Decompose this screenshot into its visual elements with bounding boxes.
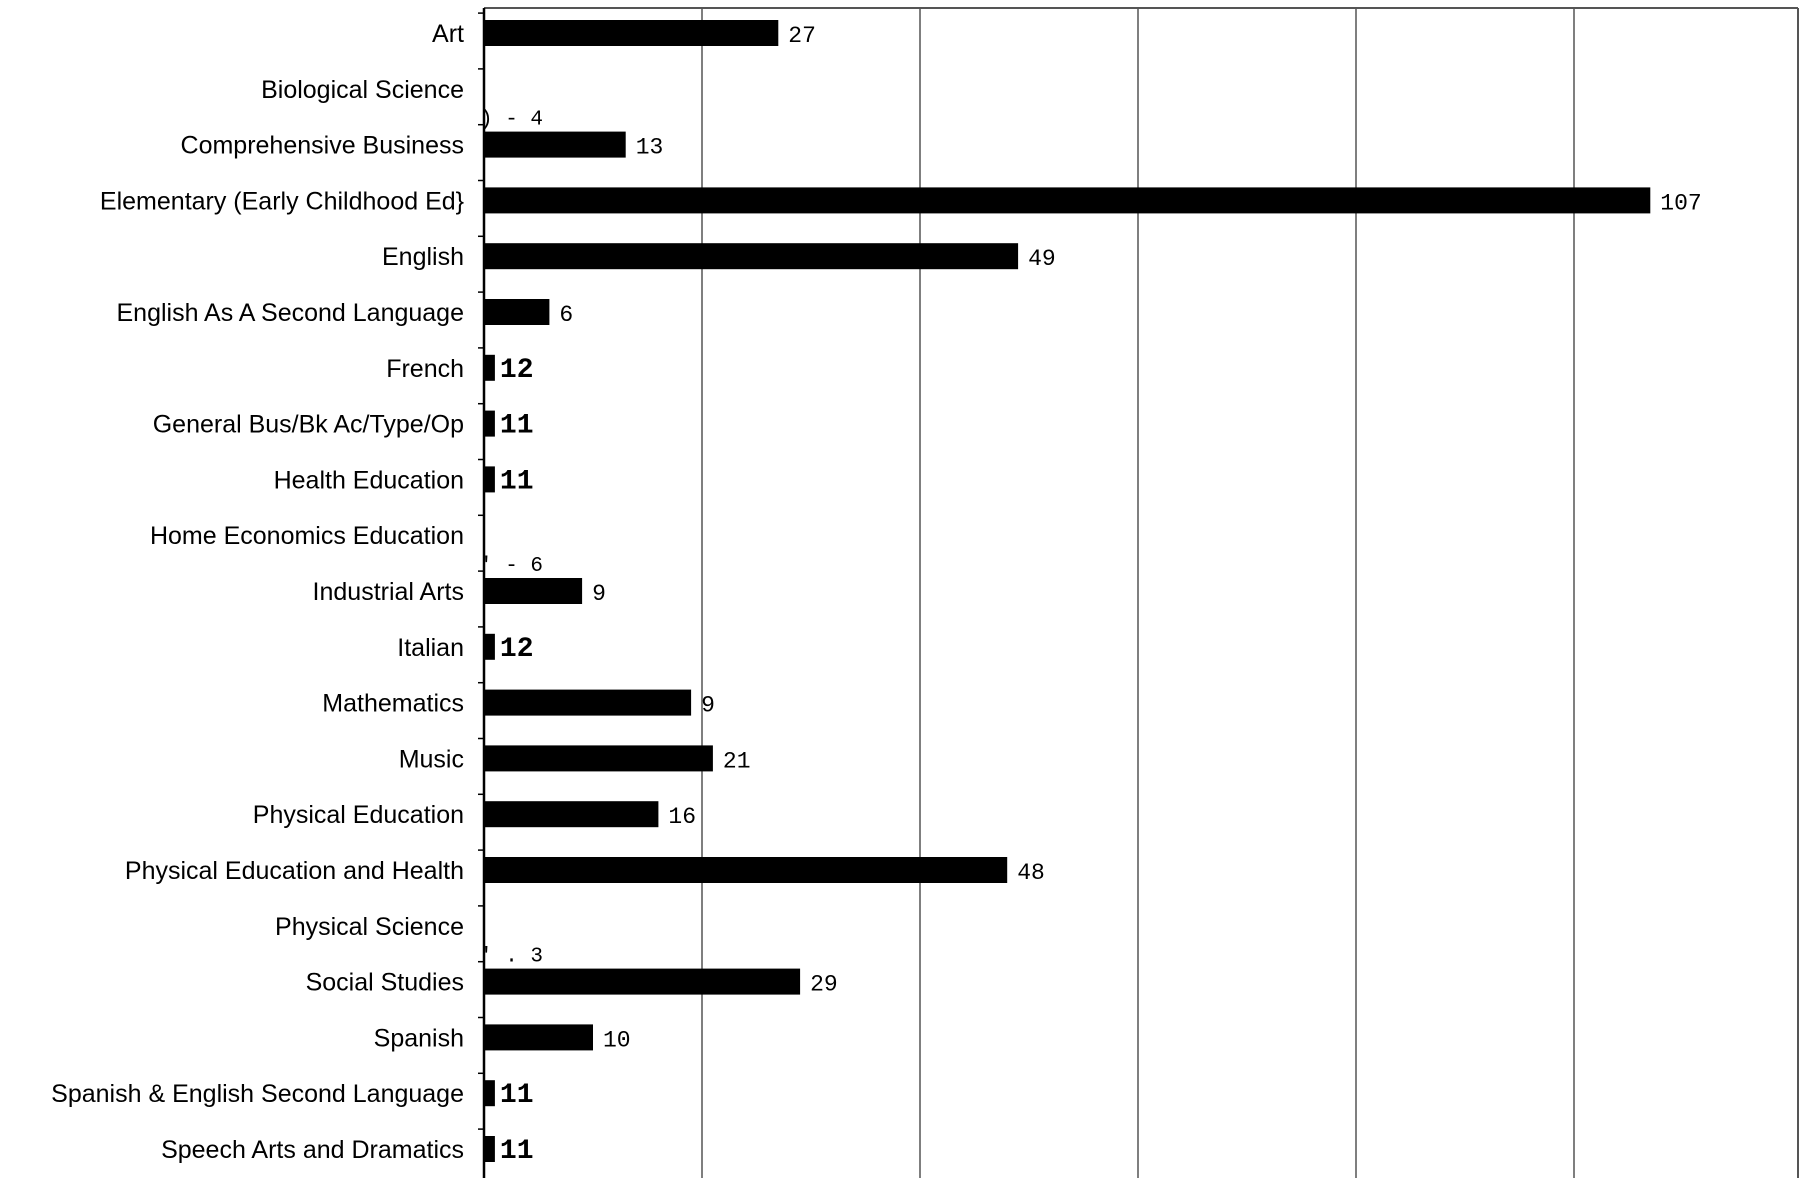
- category-label-biological-science: Biological Science: [261, 76, 464, 104]
- value-labels: 27 13 107 49 6 12 11 11 9 12 9 21 16 48 29 10 11 11: [500, 23, 1702, 1167]
- bar-physical-education-and-health: [484, 857, 1008, 883]
- category-label-physical-education-and-health: Physical Education and Health: [125, 857, 464, 885]
- value-label-comprehensive-business: 13: [636, 135, 664, 161]
- bar-physical-education: [484, 801, 659, 828]
- category-label-physical-education: Physical Education: [253, 801, 464, 829]
- value-label-italian: 12: [500, 634, 534, 665]
- category-label-mathematics: Mathematics: [322, 690, 464, 718]
- value-label-elementary-early-childhood-ed: 107: [1660, 190, 1701, 216]
- annotations: ) - 4 ' - 6 ' . 3: [480, 109, 543, 969]
- value-label-french: 12: [500, 355, 534, 386]
- value-label-art: 27: [788, 23, 816, 49]
- value-label-industrial-arts: 9: [592, 581, 606, 607]
- chart-grid: [478, 7, 1799, 1178]
- value-label-music: 21: [723, 748, 751, 774]
- value-label-mathematics: 9: [701, 693, 715, 719]
- category-label-music: Music: [399, 745, 464, 773]
- value-label-spanish: 10: [603, 1027, 631, 1053]
- annotation-physical-science: ' . 3: [480, 946, 543, 969]
- category-label-art: Art: [432, 20, 464, 48]
- category-label-industrial-arts: Industrial Arts: [313, 578, 464, 606]
- category-label-comprehensive-business: Comprehensive Business: [181, 132, 464, 160]
- category-label-french: French: [386, 355, 464, 383]
- category-label-health-education: Health Education: [274, 466, 464, 494]
- category-label-spanish: Spanish: [374, 1024, 464, 1052]
- value-label-english-as-a-second-language: 6: [559, 302, 573, 328]
- bar-spanish: [484, 1024, 593, 1051]
- chart-bars: [484, 20, 1651, 1162]
- category-label-english-as-a-second-language: English As A Second Language: [116, 299, 464, 327]
- category-label-english: English: [382, 243, 464, 271]
- category-label-speech-arts-and-dramatics: Speech Arts and Dramatics: [161, 1136, 464, 1164]
- category-labels: Art Biological Science Comprehensive Busin…: [51, 20, 464, 1164]
- bar-social-studies: [484, 968, 801, 995]
- value-label-physical-education-and-health: 48: [1017, 860, 1045, 886]
- bar-music: [484, 745, 713, 772]
- annotation-biological-science: ) - 4: [480, 109, 543, 132]
- bar-art: [484, 20, 779, 46]
- value-label-english: 49: [1028, 246, 1056, 272]
- value-label-social-studies: 29: [810, 972, 838, 998]
- value-label-general-bus-bk-ac-type-op: 11: [500, 411, 534, 442]
- category-label-italian: Italian: [397, 634, 464, 662]
- bar-health-education: [484, 466, 495, 493]
- category-label-physical-science: Physical Science: [275, 913, 464, 941]
- category-label-home-economics-education: Home Economics Education: [150, 522, 464, 550]
- category-label-spanish-english-second-language: Spanish & English Second Language: [51, 1080, 464, 1108]
- bar-comprehensive-business: [484, 131, 626, 158]
- category-label-general-bus-bk-ac-type-op: General Bus/Bk Ac/Type/Op: [153, 411, 464, 439]
- bar-italian: [484, 633, 495, 660]
- category-label-elementary-early-childhood-ed: Elementary (Early Childhood Ed}: [100, 187, 464, 215]
- value-label-health-education: 11: [500, 466, 534, 497]
- bar-english: [484, 243, 1019, 270]
- bar-mathematics: [484, 689, 692, 716]
- value-label-speech-arts-and-dramatics: 11: [500, 1136, 534, 1167]
- category-label-social-studies: Social Studies: [306, 969, 464, 997]
- bar-general-bus-bk-ac-type-op: [484, 410, 495, 437]
- value-label-spanish-english-second-language: 11: [500, 1080, 534, 1111]
- bar-elementary-early-childhood-ed: [484, 187, 1651, 214]
- bar-industrial-arts: [484, 578, 583, 604]
- value-label-physical-education: 16: [668, 804, 696, 830]
- bar-spanish-english-second-language: [484, 1080, 495, 1107]
- annotation-home-economics-education: ' - 6: [480, 555, 543, 578]
- bar-french: [484, 354, 495, 381]
- bar-english-as-a-second-language: [484, 299, 550, 325]
- bar-speech-arts-and-dramatics: [484, 1136, 495, 1162]
